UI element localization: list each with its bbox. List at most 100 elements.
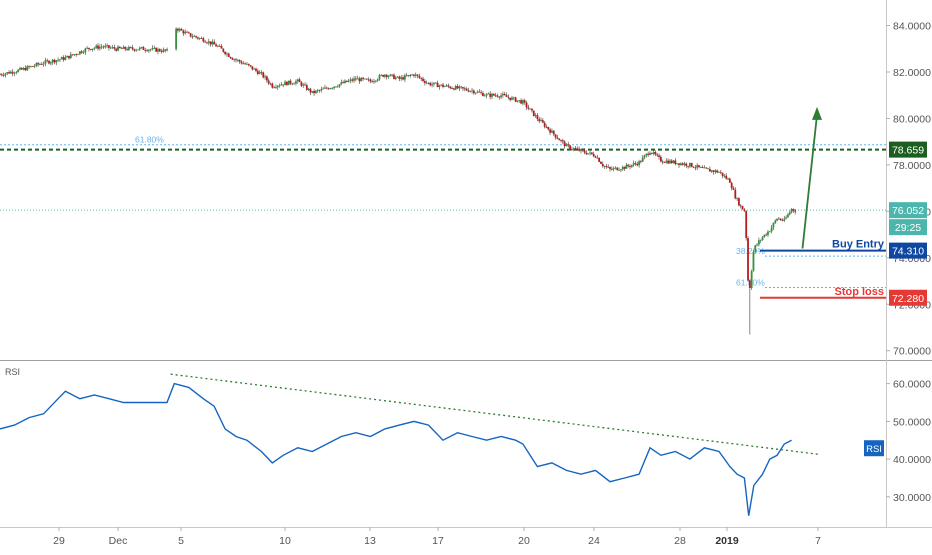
candle-body — [770, 227, 773, 232]
candle-body — [24, 67, 27, 71]
fib-level-label: 38.20% — [736, 246, 765, 256]
candle-body — [498, 96, 501, 98]
candle-body — [647, 153, 650, 155]
price-y-tick-label: 78.0000 — [893, 160, 931, 172]
candle-body — [423, 80, 426, 83]
candle-body — [8, 72, 10, 74]
candle-body — [507, 96, 510, 98]
candle-body — [516, 100, 519, 102]
candle-body — [293, 83, 296, 85]
candle-body — [255, 68, 257, 71]
candle-body — [701, 167, 704, 168]
candle-body — [683, 163, 686, 165]
target-arrow-head — [812, 106, 823, 120]
candle-body — [531, 108, 533, 111]
rsi-y-tick-label: 50.0000 — [893, 416, 931, 428]
candle-body — [618, 169, 621, 171]
candle-body — [785, 217, 788, 219]
candle-body — [316, 90, 319, 92]
candle-body — [536, 115, 539, 120]
candle-body — [271, 83, 274, 88]
candle-body — [59, 59, 61, 61]
candle-body — [610, 168, 613, 170]
candle-body — [267, 80, 270, 84]
candle-body — [649, 152, 651, 155]
candle-body — [109, 47, 112, 49]
candle-body — [380, 74, 383, 76]
time-tick-label: 2019 — [715, 535, 739, 547]
candle-body — [106, 45, 109, 47]
candle-body — [616, 167, 619, 171]
candle-body — [157, 49, 159, 52]
candle-body — [329, 88, 332, 90]
candle-body — [304, 84, 306, 86]
candle-body — [40, 64, 43, 65]
candle-body — [246, 63, 248, 65]
candle-body — [35, 63, 38, 66]
candle-body — [42, 63, 45, 65]
candle-body — [625, 164, 628, 169]
candle-body — [790, 208, 793, 213]
candle-body — [627, 164, 630, 167]
candle-body — [540, 120, 542, 122]
candle-body — [207, 41, 210, 43]
candle-body — [191, 36, 194, 38]
candle-body — [609, 167, 611, 169]
candle-body — [149, 49, 152, 51]
candle-body — [333, 86, 335, 88]
candle-body — [629, 166, 631, 167]
time-tick-label: 28 — [674, 535, 686, 547]
candle-body — [84, 48, 87, 53]
candle-body — [703, 167, 706, 169]
candle-body — [723, 175, 726, 177]
candle-body — [222, 48, 225, 52]
candle-body — [659, 156, 662, 162]
candle-body — [476, 91, 479, 93]
candle-body — [385, 74, 388, 77]
candle-body — [452, 88, 455, 90]
candle-body — [278, 85, 281, 87]
candle-body — [17, 69, 20, 73]
candle-body — [768, 231, 771, 233]
candle-body — [551, 130, 553, 133]
candle-body — [356, 78, 359, 80]
candle-body — [603, 166, 606, 167]
candle-body — [200, 38, 203, 39]
candle-body — [33, 65, 36, 67]
candle-body — [196, 37, 199, 39]
candle-body — [456, 86, 459, 89]
candle-body — [414, 74, 417, 76]
candle-body — [206, 42, 208, 44]
candle-body — [393, 74, 395, 80]
price-badge — [889, 202, 927, 219]
candle-body — [378, 75, 381, 80]
candle-body — [369, 79, 372, 82]
candle-body — [565, 144, 568, 147]
time-tick-label: 24 — [588, 535, 600, 547]
candle-body — [638, 161, 640, 166]
candle-body — [732, 188, 735, 190]
candle-body — [73, 54, 76, 56]
candle-body — [527, 107, 530, 109]
candle-body — [69, 54, 72, 59]
target-arrow-layer — [801, 106, 823, 249]
candle-body — [273, 87, 276, 89]
candle-body — [538, 119, 541, 122]
candle-body — [120, 48, 123, 49]
candle-body — [349, 79, 352, 81]
candle-body — [739, 205, 742, 207]
candle-body — [491, 93, 493, 97]
candle-body — [462, 87, 464, 89]
candle-body — [4, 73, 7, 76]
candle-body — [405, 75, 408, 77]
candle-body — [765, 234, 768, 236]
candle-body — [184, 31, 187, 34]
candle-body — [117, 46, 119, 51]
time-tick-label: 10 — [279, 535, 291, 547]
candle-body — [605, 166, 608, 167]
candle-body — [532, 110, 535, 117]
candle-body — [118, 46, 121, 49]
candle-body — [645, 153, 648, 156]
candle-body — [309, 88, 312, 93]
candle-body — [545, 126, 548, 128]
